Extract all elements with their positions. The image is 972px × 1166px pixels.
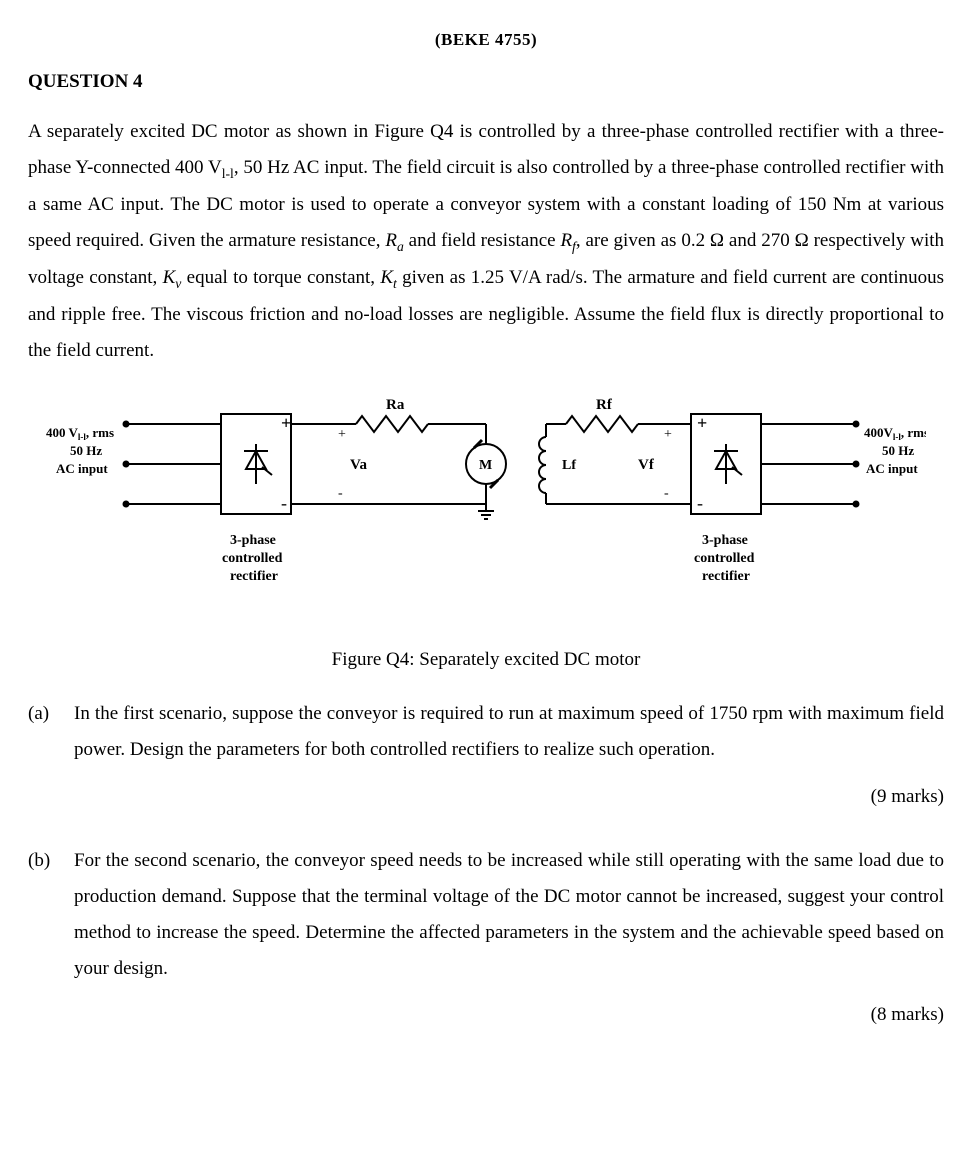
svg-text:-: - (697, 493, 703, 513)
svg-text:+: + (697, 413, 707, 433)
part-b-text: For the second scenario, the conveyor sp… (74, 843, 944, 987)
svg-text:AC input: AC input (866, 461, 918, 476)
header-course-code: (BEKE 4755) (28, 24, 944, 56)
svg-text:Va: Va (350, 457, 367, 473)
svg-text:50 Hz: 50 Hz (70, 443, 102, 458)
part-a-marks: (9 marks) (28, 779, 944, 815)
svg-text:-: - (281, 493, 287, 513)
svg-text:controlled: controlled (694, 551, 755, 566)
svg-text:50 Hz: 50 Hz (882, 443, 914, 458)
svg-text:Ra: Ra (386, 397, 405, 413)
question-heading: QUESTION 4 (28, 64, 944, 100)
part-b-label: (b) (28, 843, 74, 987)
svg-text:-: - (338, 486, 343, 501)
svg-text:M: M (479, 458, 492, 473)
svg-text:-: - (664, 486, 669, 501)
part-a: (a) In the first scenario, suppose the c… (28, 696, 944, 768)
svg-text:400 Vl-l, rms: 400 Vl-l, rms (46, 425, 114, 442)
svg-text:+: + (338, 427, 346, 442)
svg-text:AC input: AC input (56, 461, 108, 476)
svg-text:+: + (664, 427, 672, 442)
svg-text:400Vl-l, rms: 400Vl-l, rms (864, 425, 926, 442)
svg-text:3-phase: 3-phase (230, 533, 276, 548)
svg-text:+: + (281, 413, 291, 433)
figure-q4: + - + - (46, 389, 926, 632)
part-a-label: (a) (28, 696, 74, 768)
svg-text:Lf: Lf (562, 458, 576, 473)
part-a-text: In the first scenario, suppose the conve… (74, 696, 944, 768)
part-b: (b) For the second scenario, the conveyo… (28, 843, 944, 987)
part-b-marks: (8 marks) (28, 997, 944, 1033)
svg-text:controlled: controlled (222, 551, 283, 566)
svg-text:rectifier: rectifier (702, 569, 750, 584)
svg-text:Rf: Rf (596, 397, 613, 413)
question-body: A separately excited DC motor as shown i… (28, 114, 944, 369)
svg-text:3-phase: 3-phase (702, 533, 748, 548)
figure-caption: Figure Q4: Separately excited DC motor (28, 642, 944, 678)
svg-text:Vf: Vf (638, 457, 655, 473)
svg-text:rectifier: rectifier (230, 569, 278, 584)
